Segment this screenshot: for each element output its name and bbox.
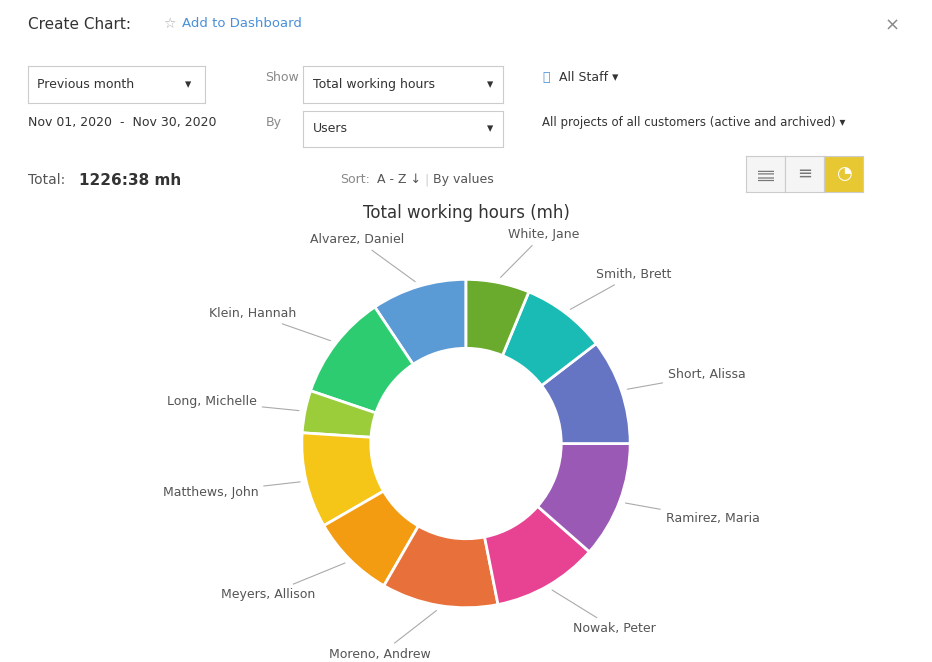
Text: 1226:38 mh: 1226:38 mh: [79, 173, 182, 189]
Text: ▾: ▾: [487, 78, 493, 91]
Text: By values: By values: [433, 173, 494, 187]
Text: ⓘ: ⓘ: [542, 71, 550, 84]
Text: Moreno, Andrew: Moreno, Andrew: [330, 610, 436, 661]
Text: Matthews, John: Matthews, John: [162, 482, 300, 498]
Text: ‖‖: ‖‖: [757, 166, 774, 181]
Text: ▾: ▾: [487, 122, 493, 135]
Wedge shape: [541, 344, 630, 444]
Text: Meyers, Allison: Meyers, Allison: [221, 563, 345, 601]
Text: ≡: ≡: [797, 165, 812, 183]
Wedge shape: [502, 292, 596, 385]
Text: Ramirez, Maria: Ramirez, Maria: [625, 503, 760, 525]
Text: All Staff ▾: All Staff ▾: [559, 71, 619, 84]
Text: Short, Alissa: Short, Alissa: [627, 369, 746, 389]
Wedge shape: [466, 279, 528, 355]
Wedge shape: [485, 506, 589, 604]
Text: ×: ×: [884, 17, 899, 34]
Text: ▾: ▾: [185, 78, 191, 91]
Text: Previous month: Previous month: [36, 78, 134, 91]
Text: A - Z ↓: A - Z ↓: [377, 173, 421, 187]
Wedge shape: [375, 279, 466, 364]
Text: Smith, Brett: Smith, Brett: [570, 267, 671, 309]
Wedge shape: [302, 391, 376, 438]
Text: Alvarez, Daniel: Alvarez, Daniel: [309, 233, 415, 281]
Text: Klein, Hannah: Klein, Hannah: [210, 307, 331, 341]
Text: White, Jane: White, Jane: [500, 228, 579, 277]
Text: Sort:: Sort:: [340, 173, 370, 187]
Wedge shape: [310, 307, 413, 413]
Text: Create Chart:: Create Chart:: [28, 17, 131, 32]
Text: Total working hours (mh): Total working hours (mh): [363, 204, 569, 222]
Text: Long, Michelle: Long, Michelle: [167, 395, 299, 410]
Text: |: |: [424, 173, 429, 187]
Wedge shape: [323, 491, 418, 586]
Text: Show: Show: [266, 71, 299, 84]
Wedge shape: [302, 433, 384, 526]
Text: Users: Users: [313, 122, 348, 135]
Text: All projects of all customers (active and archived) ▾: All projects of all customers (active an…: [542, 116, 846, 129]
Text: Nov 01, 2020  -  Nov 30, 2020: Nov 01, 2020 - Nov 30, 2020: [28, 116, 216, 129]
Text: Nowak, Peter: Nowak, Peter: [552, 590, 655, 635]
Text: ☆: ☆: [163, 17, 175, 30]
Text: By: By: [266, 116, 281, 129]
Text: ◔: ◔: [836, 165, 851, 183]
Text: Total:: Total:: [28, 173, 65, 187]
Wedge shape: [384, 526, 498, 608]
Wedge shape: [538, 444, 630, 552]
Text: Add to Dashboard: Add to Dashboard: [182, 17, 302, 30]
Text: Total working hours: Total working hours: [313, 78, 435, 91]
